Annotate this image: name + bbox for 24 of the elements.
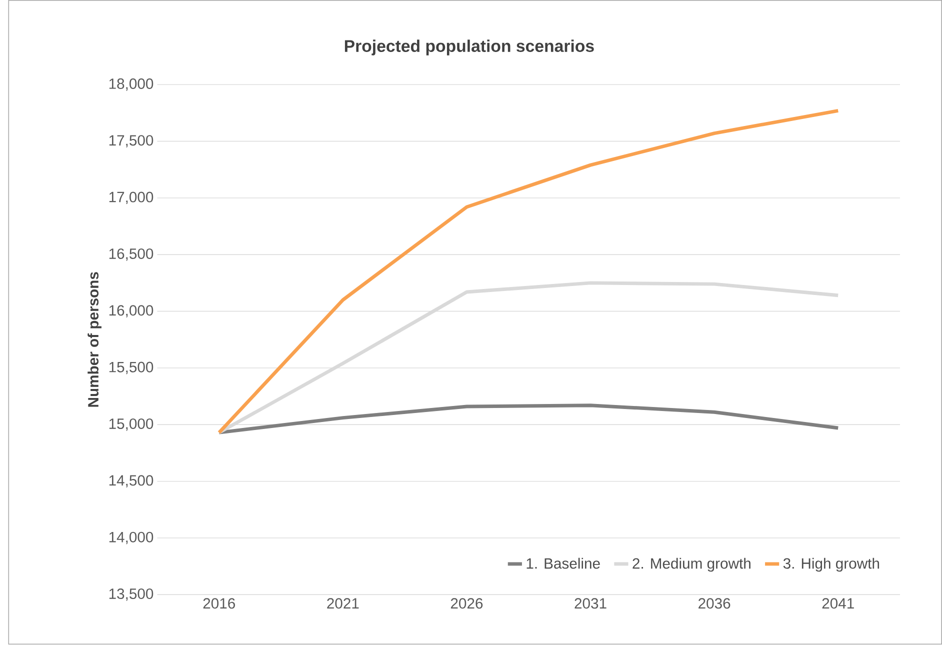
- line-series: [217, 281, 840, 434]
- line-series: [217, 404, 840, 434]
- legend-label: 3. High growth: [783, 558, 880, 572]
- x-tick-label: 2026: [450, 598, 483, 609]
- legend-label: 2. Medium growth: [632, 558, 750, 572]
- x-tick-label: 2016: [203, 598, 235, 609]
- y-tick-label: 17,500: [109, 135, 154, 148]
- y-tick-label: 14,500: [109, 475, 154, 488]
- y-tick-label: 15,000: [109, 418, 154, 431]
- y-tick-label: 16,500: [109, 248, 154, 261]
- x-tick-label: 2021: [327, 598, 359, 609]
- x-tick-label: 2031: [574, 598, 606, 609]
- y-tick-label: 16,000: [109, 305, 154, 318]
- y-tick-label: 15,500: [109, 362, 154, 374]
- legend-label: 1. Baseline: [526, 558, 600, 569]
- y-axis-title: Number of persons: [88, 272, 102, 407]
- x-tick-label: 2041: [822, 598, 854, 609]
- y-tick-label: 14,000: [109, 532, 154, 544]
- y-tick-label: 13,500: [109, 588, 154, 601]
- x-tick-label: 2036: [698, 598, 730, 609]
- chart-title: Projected population scenarios: [344, 40, 594, 56]
- y-tick-label: 18,000: [109, 78, 154, 91]
- line-series: [217, 109, 840, 434]
- y-tick-label: 17,000: [109, 192, 154, 204]
